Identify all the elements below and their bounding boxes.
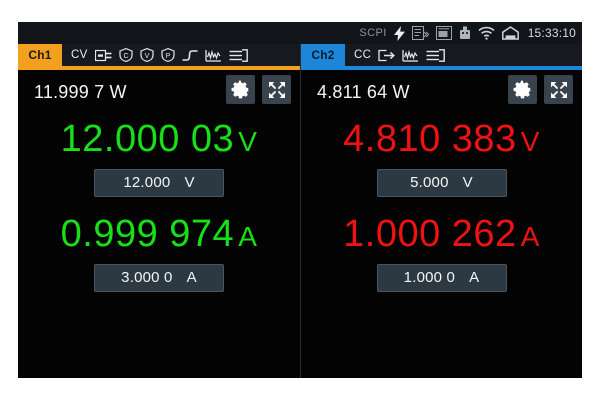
lightning-bolt-icon <box>393 25 405 41</box>
opp-shield-icon[interactable]: P <box>160 48 175 62</box>
clock: 15:33:10 <box>527 26 576 40</box>
power-row-ch1: 11.999 7 W <box>18 70 300 114</box>
voltage-setpoint-ch2[interactable]: 5.000 V <box>376 168 507 197</box>
current-reading-ch2: 1.000 262 A <box>301 212 582 255</box>
waveform-icon[interactable] <box>204 49 222 62</box>
expand-button-ch2[interactable] <box>544 75 573 104</box>
voltage-value-ch2: 4.810 383 <box>343 118 517 160</box>
script-list-icon[interactable] <box>411 25 429 41</box>
current-setpoint-value-ch1: 3.000 0 <box>121 269 173 287</box>
current-unit-ch1: A <box>238 220 258 252</box>
power-row-ch2: 4.811 64 W <box>301 70 582 114</box>
voltage-setpoint-unit-ch2: V <box>462 174 473 192</box>
voltage-reading-ch1: 12.000 03 V <box>18 118 300 160</box>
expand-button-ch1[interactable] <box>262 75 291 104</box>
action-buttons-ch2 <box>508 75 573 104</box>
status-bar: SCPI <box>18 22 582 44</box>
current-setpoint-unit-ch1: A <box>186 269 197 287</box>
settings-button-ch1[interactable] <box>226 75 255 104</box>
voltage-block-ch2: 4.810 383 V 5.000 V <box>301 118 582 197</box>
output-arrow-icon[interactable] <box>378 49 396 62</box>
current-value-ch1: 0.999 974 <box>60 212 235 255</box>
expand-icon <box>550 81 568 99</box>
tab-ch1[interactable]: Ch1 <box>18 44 62 66</box>
expand-icon <box>268 81 286 99</box>
voltage-reading-ch2: 4.810 383 V <box>301 118 582 160</box>
channel-pane-ch1: Ch1 CV C <box>18 44 300 378</box>
voltage-unit-ch1: V <box>238 126 258 157</box>
power-reading-ch1: 11.999 7 W <box>34 81 127 102</box>
voltage-setpoint-value-ch2: 5.000 <box>410 174 449 192</box>
gear-icon <box>231 80 250 99</box>
output-terminal-icon[interactable] <box>229 48 248 62</box>
regulation-mode-ch2: CC <box>354 49 372 61</box>
mode-icons-ch1: CV C <box>62 44 300 66</box>
usb-stick-icon <box>459 25 471 41</box>
current-setpoint-unit-ch2: A <box>469 269 480 287</box>
regulation-mode-ch1: CV <box>71 49 88 61</box>
tab-ch2[interactable]: Ch2 <box>301 44 345 66</box>
current-setpoint-ch2[interactable]: 1.000 0 A <box>376 263 507 292</box>
ramp-step-icon[interactable] <box>182 49 198 62</box>
voltage-block-ch1: 12.000 03 V 12.000 V <box>18 118 300 197</box>
output-terminal-icon[interactable] <box>426 48 446 62</box>
voltage-unit-ch2: V <box>520 126 540 157</box>
channel-panes: Ch1 CV C <box>18 44 582 378</box>
output-transition-icon[interactable] <box>94 49 112 62</box>
wifi-icon <box>478 25 495 41</box>
voltage-setpoint-unit-ch1: V <box>184 174 195 192</box>
lan-icon <box>501 25 519 41</box>
channel-pane-ch2: Ch2 CC <box>300 44 582 378</box>
instrument-screen: SCPI <box>18 22 582 378</box>
settings-button-ch2[interactable] <box>508 75 537 104</box>
voltage-setpoint-ch1[interactable]: 12.000 V <box>94 168 224 197</box>
svg-text:V: V <box>144 53 149 60</box>
ocp-shield-icon[interactable]: C <box>118 48 133 62</box>
tab-bar-ch1: Ch1 CV C <box>18 44 300 66</box>
tab-underline-ch2 <box>301 66 582 70</box>
action-buttons-ch1 <box>226 75 291 104</box>
mode-icons-ch2: CC <box>345 44 582 66</box>
current-setpoint-ch1[interactable]: 3.000 0 A <box>94 263 224 292</box>
svg-text:P: P <box>165 53 170 60</box>
power-reading-ch2: 4.811 64 W <box>317 81 410 102</box>
gear-icon <box>513 80 532 99</box>
voltage-value-ch1: 12.000 03 <box>60 118 235 160</box>
voltage-setpoint-value-ch1: 12.000 <box>123 174 171 192</box>
data-logger-icon[interactable] <box>435 25 452 41</box>
svg-text:C: C <box>123 53 128 60</box>
current-setpoint-value-ch2: 1.000 0 <box>403 269 456 287</box>
current-reading-ch1: 0.999 974 A <box>18 212 300 255</box>
tab-underline-ch1 <box>18 66 300 70</box>
waveform-icon[interactable] <box>402 49 419 62</box>
ovp-shield-icon[interactable]: V <box>139 48 154 62</box>
current-unit-ch2: A <box>520 220 540 252</box>
current-value-ch2: 1.000 262 <box>343 212 517 255</box>
scpi-indicator: SCPI <box>359 27 387 39</box>
tab-bar-ch2: Ch2 CC <box>301 44 582 66</box>
